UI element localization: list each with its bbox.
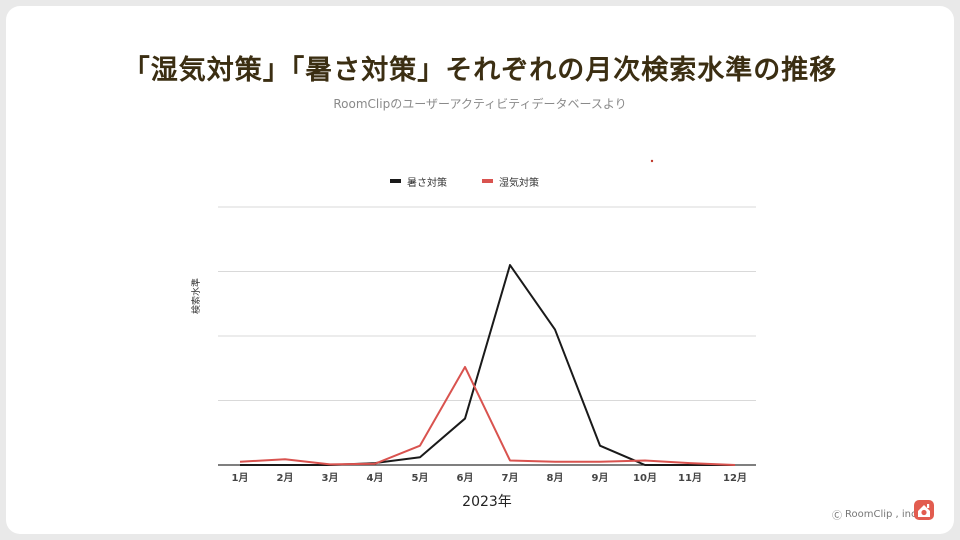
chart-gridlines <box>218 206 756 401</box>
chart-series-lines <box>239 264 736 466</box>
copyright-symbol: Ⓒ <box>832 511 842 522</box>
x-tick-label: 4月 <box>367 472 384 484</box>
x-tick-label: 6月 <box>457 472 474 484</box>
x-tick-label: 1月 <box>232 472 249 484</box>
chart-y-axis-label: 検索水準 <box>190 278 202 314</box>
x-tick-label: 7月 <box>502 472 519 484</box>
page-subtitle: RoomClipのユーザーアクティビティデータベースより <box>333 97 627 111</box>
x-tick-label: 11月 <box>678 472 702 484</box>
legend-swatch <box>390 179 401 183</box>
x-tick-label: 2月 <box>277 472 294 484</box>
x-tick-label: 10月 <box>633 472 657 484</box>
x-tick-label: 3月 <box>322 472 339 484</box>
legend-label: 湿気対策 <box>499 176 539 189</box>
x-tick-label: 5月 <box>412 472 429 484</box>
roomclip-logo-icon <box>914 500 934 520</box>
x-tick-label: 8月 <box>547 472 564 484</box>
series-line <box>240 264 735 466</box>
chart-x-tick-labels: 1月 2月 3月 4月 5月 6月 7月 8月 9月 10月 11月 12月 <box>232 472 747 484</box>
x-tick-label: 12月 <box>723 472 747 484</box>
copyright-text: RoomClip , inc <box>845 509 917 520</box>
slide-background <box>6 6 954 534</box>
legend-swatch <box>482 179 493 183</box>
legend-label: 暑さ対策 <box>407 176 447 189</box>
chart-legend: 暑さ対策 湿気対策 <box>390 176 539 189</box>
series-line <box>239 365 736 466</box>
copyright-footer: Ⓒ RoomClip , inc <box>832 507 917 522</box>
stray-dot <box>650 159 654 163</box>
x-tick-label: 9月 <box>592 472 609 484</box>
page-title: 「湿気対策」「暑さ対策」それぞれの月次検索水準の推移 <box>122 55 838 86</box>
chart-x-axis-label: 2023年 <box>462 494 512 510</box>
